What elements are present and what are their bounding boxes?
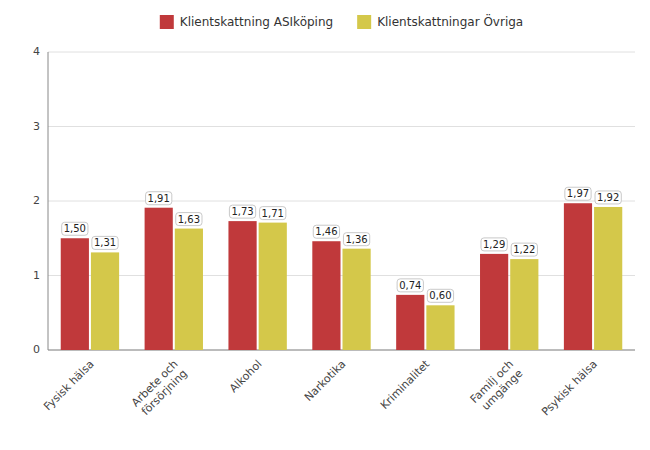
bar — [396, 295, 424, 350]
x-tick-label-line: Narkotika — [302, 358, 348, 404]
bar — [594, 207, 622, 350]
bar — [564, 203, 592, 350]
data-label-box — [481, 238, 507, 251]
x-tick-label: Fysisk hälsa — [41, 358, 96, 413]
data-label-group: 1,91 — [146, 192, 172, 205]
data-label: 1,50 — [64, 223, 86, 234]
legend-label: Klientskattningar Övriga — [377, 13, 523, 29]
legend-item: Klientskattning ASIköping — [160, 15, 333, 30]
data-label-group: 0,60 — [427, 289, 453, 302]
bar — [228, 221, 256, 350]
data-label-box — [343, 233, 369, 246]
y-tick-label: 2 — [33, 194, 40, 207]
bar — [175, 229, 203, 350]
data-label: 1,22 — [513, 244, 535, 255]
y-tick-label: 3 — [33, 120, 40, 133]
bar — [145, 208, 173, 350]
y-tick-label: 0 — [33, 343, 40, 356]
data-label: 1,29 — [483, 239, 505, 250]
grid-line — [48, 350, 635, 351]
data-label-group: 1,46 — [313, 225, 339, 238]
data-label-box — [313, 225, 339, 238]
data-label-group: 0,74 — [397, 279, 423, 292]
bar — [426, 305, 454, 350]
legend: Klientskattning ASIköping Klientskattning… — [160, 13, 523, 30]
data-label: 1,31 — [94, 237, 116, 248]
data-label-box — [62, 222, 88, 235]
data-label: 1,73 — [231, 206, 253, 217]
data-label-box — [565, 187, 591, 200]
x-tick-label-line: umgänge — [479, 367, 525, 413]
data-label-group: 1,31 — [92, 236, 118, 249]
data-label-group: 1,63 — [176, 213, 202, 226]
grid-line — [48, 275, 635, 276]
data-label: 0,74 — [399, 280, 421, 291]
data-label-group: 1,29 — [481, 238, 507, 251]
y-axis: 0 1 2 3 4 — [33, 45, 40, 356]
data-label: 1,92 — [597, 192, 619, 203]
legend-swatch — [160, 15, 174, 29]
data-label: 1,71 — [262, 208, 284, 219]
y-tick-label: 1 — [33, 269, 40, 282]
x-tick-label-line: Fysisk hälsa — [41, 358, 96, 413]
x-tick-label: Arbete ochförsörjning — [129, 358, 190, 419]
data-label-box — [92, 236, 118, 249]
data-label: 1,46 — [315, 226, 337, 237]
legend-item: Klientskattningar Övriga — [357, 13, 523, 30]
bars — [61, 203, 623, 350]
bar — [259, 223, 287, 350]
data-label: 1,97 — [567, 188, 589, 199]
data-label-box — [146, 192, 172, 205]
bar — [91, 252, 119, 350]
x-tick-label: Kriminalitet — [378, 357, 433, 412]
data-label-group: 1,71 — [260, 207, 286, 220]
y-axis-line — [48, 52, 49, 350]
bar — [343, 249, 371, 350]
data-label-box — [511, 243, 537, 256]
x-tick-label-line: Psykisk hälsa — [539, 358, 600, 419]
x-axis: Fysisk hälsa Arbete ochförsörjning Alkohol… — [41, 357, 600, 419]
data-label-group: 1,50 — [62, 222, 88, 235]
data-label-group: 1,36 — [343, 233, 369, 246]
data-label-group: 1,92 — [595, 191, 621, 204]
data-label: 1,36 — [345, 234, 367, 245]
legend-swatch — [357, 15, 371, 29]
data-label-box — [427, 289, 453, 302]
bar — [61, 238, 89, 350]
data-label-box — [595, 191, 621, 204]
chart-svg: 0 1 2 3 4 1,50 1,91 1,73 1,46 0,74 1,29 1,97 1,31 1,6… — [0, 0, 650, 450]
chart-container: 0 1 2 3 4 1,50 1,91 1,73 1,46 0,74 1,29 1,97 1,31 1,6… — [0, 0, 650, 450]
x-tick-label: Narkotika — [302, 358, 348, 404]
bar — [510, 259, 538, 350]
x-tick-label-line: Kriminalitet — [378, 357, 433, 412]
data-label-group: 1,97 — [565, 187, 591, 200]
data-label-group: 1,73 — [229, 205, 255, 218]
grid-line — [48, 52, 635, 53]
y-tick-label: 4 — [33, 45, 40, 58]
bar — [480, 254, 508, 350]
x-tick-label-line: försörjning — [139, 367, 190, 418]
x-tick-label: Familj ochumgänge — [468, 357, 526, 415]
data-label: 1,63 — [178, 214, 200, 225]
grid — [48, 52, 635, 350]
data-labels: 1,50 1,91 1,73 1,46 0,74 1,29 1,97 1,31 1,63 1,71… — [62, 187, 622, 302]
x-tick-label-line: Alkohol — [227, 358, 265, 396]
x-tick-label: Psykisk hälsa — [539, 358, 600, 419]
x-tick-label: Alkohol — [227, 358, 265, 396]
grid-line — [48, 126, 635, 127]
grid-line — [48, 201, 635, 202]
data-label-box — [397, 279, 423, 292]
x-axis-line — [48, 350, 635, 351]
legend-label: Klientskattning ASIköping — [180, 15, 333, 29]
data-label-box — [229, 205, 255, 218]
data-label-group: 1,22 — [511, 243, 537, 256]
data-label: 1,91 — [148, 193, 170, 204]
data-label: 0,60 — [429, 290, 451, 301]
data-label-box — [176, 213, 202, 226]
data-label-box — [260, 207, 286, 220]
bar — [312, 241, 340, 350]
